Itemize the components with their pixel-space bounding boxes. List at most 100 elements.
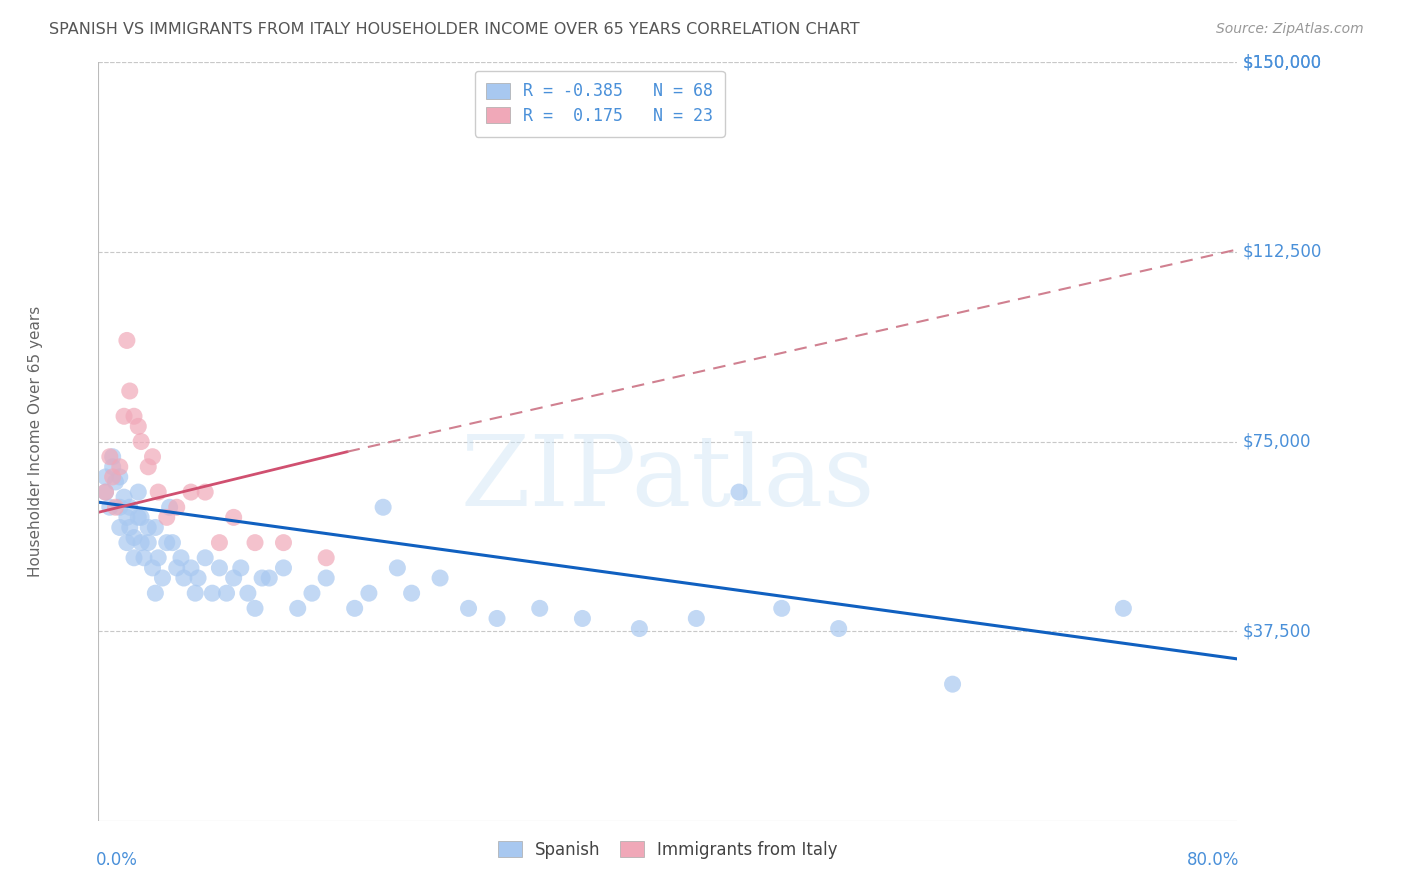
Point	[301, 586, 323, 600]
Point	[127, 510, 149, 524]
Point	[108, 520, 131, 534]
Point	[387, 561, 409, 575]
Point	[315, 571, 337, 585]
Text: $112,500: $112,500	[1243, 243, 1323, 261]
Text: SPANISH VS IMMIGRANTS FROM ITALY HOUSEHOLDER INCOME OVER 65 YEARS CORRELATION CH: SPANISH VS IMMIGRANTS FROM ITALY HOUSEHO…	[49, 22, 860, 37]
Point	[127, 485, 149, 500]
Point	[628, 622, 651, 636]
Point	[942, 677, 965, 691]
Point	[1112, 601, 1135, 615]
Point	[273, 561, 295, 575]
Point	[373, 500, 395, 515]
Point	[770, 601, 793, 615]
Point	[166, 500, 188, 515]
Point	[108, 459, 131, 474]
Point	[194, 485, 217, 500]
Point	[115, 510, 138, 524]
Point	[129, 434, 152, 449]
Text: Householder Income Over 65 years: Householder Income Over 65 years	[28, 306, 44, 577]
Point	[148, 485, 170, 500]
Point	[685, 611, 707, 625]
Point	[486, 611, 509, 625]
Point	[115, 535, 138, 549]
Text: 80.0%: 80.0%	[1187, 851, 1240, 869]
Point	[571, 611, 593, 625]
Point	[159, 500, 181, 515]
Point	[118, 384, 141, 398]
Point	[728, 485, 751, 500]
Point	[208, 535, 231, 549]
Point	[108, 500, 131, 515]
Point	[115, 334, 138, 348]
Point	[152, 571, 174, 585]
Point	[101, 470, 124, 484]
Point	[98, 500, 121, 515]
Point	[118, 520, 141, 534]
Legend: Spanish, Immigrants from Italy: Spanish, Immigrants from Italy	[492, 834, 844, 865]
Point	[129, 510, 152, 524]
Point	[104, 500, 127, 515]
Point	[243, 535, 266, 549]
Point	[173, 571, 195, 585]
Point	[108, 470, 131, 484]
Point	[259, 571, 281, 585]
Point	[429, 571, 451, 585]
Point	[250, 571, 273, 585]
Point	[194, 550, 217, 565]
Point	[170, 550, 193, 565]
Point	[118, 500, 141, 515]
Point	[222, 510, 245, 524]
Point	[94, 485, 117, 500]
Point	[141, 561, 163, 575]
Point	[94, 470, 117, 484]
Point	[315, 550, 337, 565]
Point	[208, 561, 231, 575]
Point	[828, 622, 851, 636]
Point	[122, 409, 145, 424]
Point	[343, 601, 366, 615]
Point	[101, 450, 124, 464]
Point	[180, 485, 202, 500]
Point	[127, 419, 149, 434]
Text: 0.0%: 0.0%	[96, 851, 138, 869]
Point	[136, 535, 159, 549]
Point	[180, 561, 202, 575]
Point	[145, 520, 167, 534]
Point	[122, 550, 145, 565]
Point	[148, 550, 170, 565]
Point	[136, 459, 159, 474]
Point	[166, 561, 188, 575]
Point	[243, 601, 266, 615]
Point	[122, 531, 145, 545]
Point	[104, 475, 127, 489]
Point	[357, 586, 380, 600]
Point	[156, 535, 179, 549]
Point	[112, 490, 135, 504]
Text: $150,000: $150,000	[1243, 54, 1322, 71]
Text: ZIPatlas: ZIPatlas	[461, 432, 875, 527]
Text: $75,000: $75,000	[1243, 433, 1312, 450]
Point	[129, 535, 152, 549]
Point	[98, 450, 121, 464]
Point	[112, 409, 135, 424]
Point	[273, 535, 295, 549]
Point	[94, 485, 117, 500]
Point	[132, 550, 155, 565]
Point	[136, 520, 159, 534]
Point	[529, 601, 551, 615]
Point	[184, 586, 207, 600]
Point	[201, 586, 224, 600]
Point	[222, 571, 245, 585]
Point	[162, 535, 184, 549]
Point	[457, 601, 479, 615]
Point	[287, 601, 309, 615]
Point	[187, 571, 209, 585]
Text: Source: ZipAtlas.com: Source: ZipAtlas.com	[1216, 22, 1364, 37]
Point	[156, 510, 179, 524]
Text: $37,500: $37,500	[1243, 622, 1312, 640]
Point	[145, 586, 167, 600]
Text: $150,000: $150,000	[1243, 54, 1322, 71]
Point	[141, 450, 163, 464]
Point	[101, 459, 124, 474]
Point	[236, 586, 259, 600]
